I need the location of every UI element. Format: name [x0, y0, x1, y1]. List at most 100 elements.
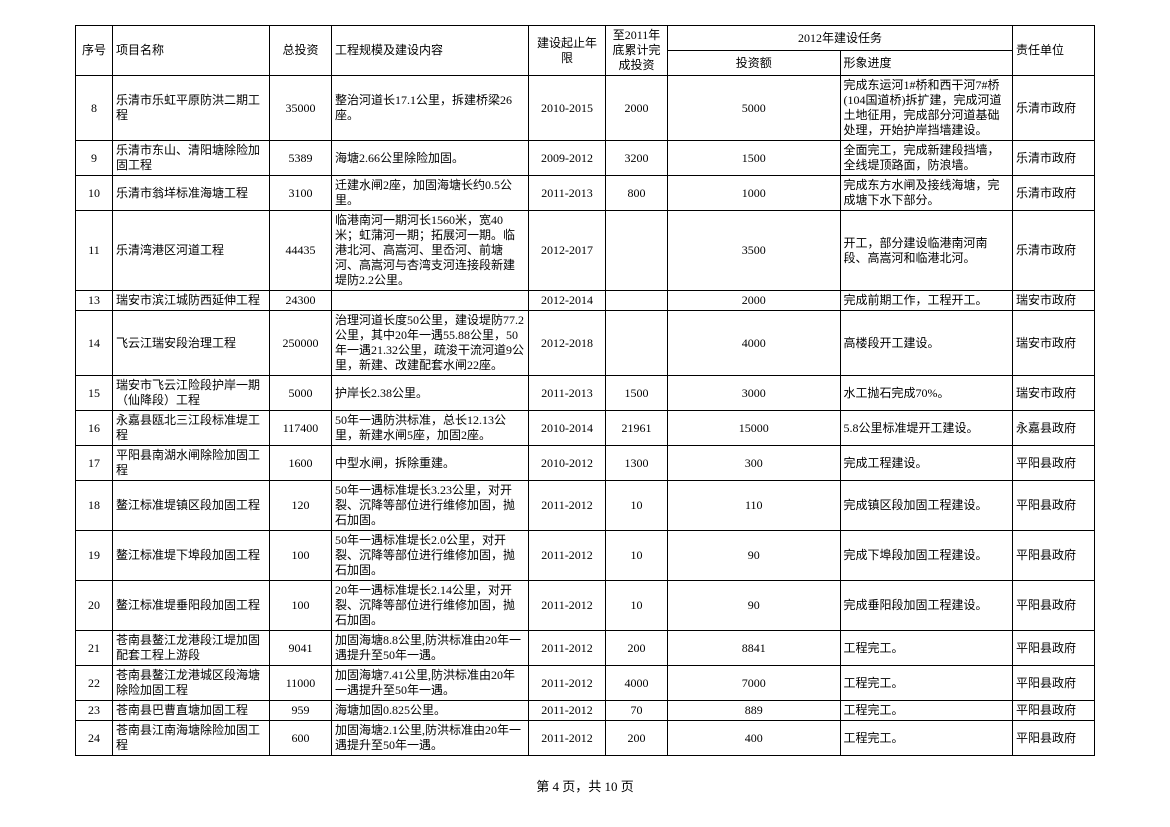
cell-scale [332, 291, 529, 311]
cell-tinv: 400 [668, 721, 841, 756]
cell-prog: 高楼段开工建设。 [840, 311, 1013, 376]
cell-seq: 24 [76, 721, 113, 756]
cell-cum: 800 [606, 176, 668, 211]
col-cum: 至2011年底累计完成投资 [606, 26, 668, 76]
table-row: 16永嘉县瓯北三江段标准堤工程11740050年一遇防洪标准，总长12.13公里… [76, 411, 1095, 446]
cell-cum: 10 [606, 581, 668, 631]
cell-inv: 100 [270, 581, 332, 631]
cell-unit: 平阳县政府 [1013, 666, 1095, 701]
cell-seq: 8 [76, 76, 113, 141]
cell-name: 苍南县江南海塘除险加固工程 [113, 721, 270, 756]
cell-name: 平阳县南湖水闸除险加固工程 [113, 446, 270, 481]
cell-scale: 海塘2.66公里除险加固。 [332, 141, 529, 176]
cell-period: 2012-2017 [529, 211, 606, 291]
cell-prog: 完成镇区段加固工程建设。 [840, 481, 1013, 531]
cell-unit: 平阳县政府 [1013, 701, 1095, 721]
cell-seq: 23 [76, 701, 113, 721]
cell-cum: 1300 [606, 446, 668, 481]
cell-seq: 22 [76, 666, 113, 701]
cell-scale: 中型水闸，拆除重建。 [332, 446, 529, 481]
cell-scale: 整治河道长17.1公里，拆建桥梁26座。 [332, 76, 529, 141]
cell-period: 2011-2013 [529, 376, 606, 411]
cell-prog: 工程完工。 [840, 701, 1013, 721]
cell-cum: 70 [606, 701, 668, 721]
table-row: 20鳌江标准堤垂阳段加固工程10020年一遇标准堤长2.14公里，对开裂、沉降等… [76, 581, 1095, 631]
cell-prog: 工程完工。 [840, 631, 1013, 666]
cell-prog: 完成东方水闸及接线海塘，完成塘下水下部分。 [840, 176, 1013, 211]
cell-seq: 19 [76, 531, 113, 581]
cell-period: 2010-2012 [529, 446, 606, 481]
cell-inv: 5389 [270, 141, 332, 176]
col-inv: 总投资 [270, 26, 332, 76]
cell-unit: 平阳县政府 [1013, 581, 1095, 631]
page-footer: 第 4 页，共 10 页 [75, 776, 1095, 795]
cell-inv: 117400 [270, 411, 332, 446]
cell-seq: 13 [76, 291, 113, 311]
table-row: 13瑞安市滨江城防西延伸工程243002012-20142000完成前期工作，工… [76, 291, 1095, 311]
table-row: 21苍南县鳌江龙港段江堤加固配套工程上游段9041加固海塘8.8公里,防洪标准由… [76, 631, 1095, 666]
table-row: 18鳌江标准堤镇区段加固工程12050年一遇标准堤长3.23公里，对开裂、沉降等… [76, 481, 1095, 531]
cell-tinv: 8841 [668, 631, 841, 666]
cell-name: 苍南县鳌江龙港城区段海塘除险加固工程 [113, 666, 270, 701]
cell-unit: 瑞安市政府 [1013, 291, 1095, 311]
cell-tinv: 90 [668, 531, 841, 581]
cell-name: 乐清市翁垟标准海塘工程 [113, 176, 270, 211]
cell-unit: 平阳县政府 [1013, 721, 1095, 756]
cell-period: 2010-2015 [529, 76, 606, 141]
cell-seq: 17 [76, 446, 113, 481]
table-header: 序号 项目名称 总投资 工程规模及建设内容 建设起止年限 至2011年底累计完成… [76, 26, 1095, 76]
cell-period: 2011-2012 [529, 481, 606, 531]
cell-tinv: 7000 [668, 666, 841, 701]
cell-period: 2011-2012 [529, 531, 606, 581]
cell-cum: 10 [606, 531, 668, 581]
cell-name: 乐清湾港区河道工程 [113, 211, 270, 291]
cell-scale: 加固海塘7.41公里,防洪标准由20年一遇提升至50年一遇。 [332, 666, 529, 701]
cell-period: 2012-2014 [529, 291, 606, 311]
cell-name: 苍南县鳌江龙港段江堤加固配套工程上游段 [113, 631, 270, 666]
cell-tinv: 889 [668, 701, 841, 721]
cell-tinv: 300 [668, 446, 841, 481]
cell-cum: 200 [606, 721, 668, 756]
cell-name: 鳌江标准堤垂阳段加固工程 [113, 581, 270, 631]
cell-tinv: 1000 [668, 176, 841, 211]
cell-cum [606, 291, 668, 311]
table-row: 15瑞安市飞云江险段护岸一期（仙降段）工程5000护岸长2.38公里。2011-… [76, 376, 1095, 411]
cell-unit: 平阳县政府 [1013, 481, 1095, 531]
cell-seq: 15 [76, 376, 113, 411]
cell-name: 永嘉县瓯北三江段标准堤工程 [113, 411, 270, 446]
cell-period: 2011-2012 [529, 701, 606, 721]
cell-scale: 迁建水闸2座，加固海塘长约0.5公里。 [332, 176, 529, 211]
cell-period: 2011-2012 [529, 581, 606, 631]
cell-period: 2011-2013 [529, 176, 606, 211]
cell-inv: 3100 [270, 176, 332, 211]
cell-prog: 工程完工。 [840, 666, 1013, 701]
table-row: 14飞云江瑞安段治理工程250000治理河道长度50公里，建设堤防77.2公里，… [76, 311, 1095, 376]
col-scale: 工程规模及建设内容 [332, 26, 529, 76]
cell-unit: 乐清市政府 [1013, 211, 1095, 291]
cell-inv: 959 [270, 701, 332, 721]
cell-name: 乐清市乐虹平原防洪二期工程 [113, 76, 270, 141]
cell-seq: 11 [76, 211, 113, 291]
cell-cum: 10 [606, 481, 668, 531]
cell-scale: 50年一遇标准堤长3.23公里，对开裂、沉降等部位进行维修加固，抛石加固。 [332, 481, 529, 531]
cell-prog: 全面完工，完成新建段挡墙，全线堤顶路面，防浪墙。 [840, 141, 1013, 176]
table-row: 24苍南县江南海塘除险加固工程600加固海塘2.1公里,防洪标准由20年一遇提升… [76, 721, 1095, 756]
cell-unit: 瑞安市政府 [1013, 376, 1095, 411]
col-tinv: 投资额 [668, 51, 841, 76]
cell-unit: 乐清市政府 [1013, 141, 1095, 176]
col-seq: 序号 [76, 26, 113, 76]
cell-unit: 乐清市政府 [1013, 76, 1095, 141]
table-row: 8乐清市乐虹平原防洪二期工程35000整治河道长17.1公里，拆建桥梁26座。2… [76, 76, 1095, 141]
cell-cum: 200 [606, 631, 668, 666]
cell-tinv: 110 [668, 481, 841, 531]
cell-unit: 平阳县政府 [1013, 631, 1095, 666]
cell-prog: 水工抛石完成70%。 [840, 376, 1013, 411]
cell-tinv: 3000 [668, 376, 841, 411]
cell-inv: 1600 [270, 446, 332, 481]
cell-prog: 工程完工。 [840, 721, 1013, 756]
table-row: 10乐清市翁垟标准海塘工程3100迁建水闸2座，加固海塘长约0.5公里。2011… [76, 176, 1095, 211]
table-row: 17平阳县南湖水闸除险加固工程1600中型水闸，拆除重建。2010-201213… [76, 446, 1095, 481]
cell-inv: 44435 [270, 211, 332, 291]
cell-scale: 加固海塘2.1公里,防洪标准由20年一遇提升至50年一遇。 [332, 721, 529, 756]
col-name: 项目名称 [113, 26, 270, 76]
